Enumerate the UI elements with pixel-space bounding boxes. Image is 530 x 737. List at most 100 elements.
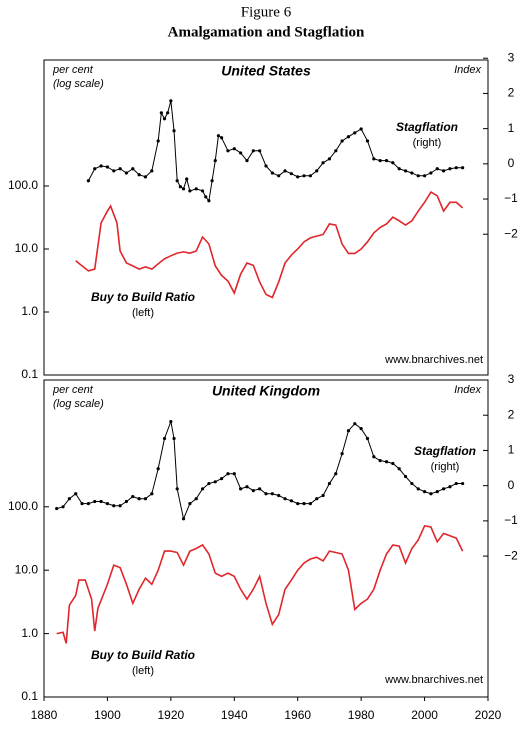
series-marker (283, 169, 287, 173)
y-tick-label: 1.0 (21, 304, 38, 318)
legend-note: (right) (431, 461, 460, 473)
series-marker (150, 492, 154, 496)
series-marker (200, 487, 205, 491)
x-tick-label: 1920 (158, 708, 185, 722)
series-marker (327, 481, 332, 486)
series-marker (296, 502, 300, 506)
series-marker (112, 169, 116, 173)
series-marker (258, 149, 262, 153)
series-marker (308, 174, 312, 178)
series-marker (185, 177, 189, 181)
plot-frame (43, 379, 489, 698)
series-marker (283, 497, 287, 501)
series-marker (175, 179, 179, 183)
y2-axis-label: Index (454, 384, 481, 396)
y2-tick-label: −1 (504, 191, 518, 205)
series-marker (384, 460, 389, 464)
series-marker (207, 481, 211, 486)
series-marker (207, 199, 211, 203)
series-marker (93, 167, 97, 171)
series-marker (359, 127, 363, 131)
x-tick-label: 1880 (31, 708, 58, 722)
series-marker (435, 167, 439, 171)
series-marker (150, 169, 154, 173)
series-marker (213, 159, 217, 163)
series-marker (143, 175, 148, 179)
series-marker (340, 452, 344, 456)
series-marker (86, 179, 90, 183)
series-marker (112, 504, 116, 508)
series-marker (270, 492, 274, 496)
series-marker (210, 179, 214, 183)
series-marker (166, 111, 170, 115)
series-marker (264, 164, 268, 168)
series-marker (448, 167, 452, 171)
figure-title: Amalgamation and Stagflation (168, 24, 365, 40)
series-marker (378, 459, 382, 463)
series-marker (226, 472, 230, 476)
y-axis-note: (log scale) (53, 78, 104, 90)
series-marker (391, 161, 395, 165)
series-marker (124, 499, 129, 504)
series-marker (397, 467, 401, 471)
y2-tick-label: 1 (508, 443, 515, 457)
series-marker (277, 174, 281, 178)
series-marker (232, 472, 236, 476)
series-marker (334, 149, 338, 153)
x-tick-label: 2020 (475, 708, 502, 722)
series-marker (137, 497, 141, 501)
y-tick-label: 100.0 (8, 178, 38, 192)
series-marker (131, 494, 135, 499)
series-marker (181, 517, 186, 521)
legend-label: Stagflation (396, 120, 458, 134)
series-marker (226, 149, 230, 153)
series-marker (397, 167, 401, 171)
series-marker (454, 481, 458, 486)
series-marker (429, 492, 433, 496)
series-marker (105, 502, 110, 506)
series-marker (372, 157, 376, 161)
legend-label: Buy to Build Ratio (91, 290, 195, 304)
series-marker (55, 506, 59, 511)
plot-frame (43, 59, 489, 376)
series-marker (118, 504, 122, 508)
legend-note: (left) (132, 307, 154, 319)
series-line (56, 419, 463, 521)
y-tick-label: 10.0 (15, 562, 39, 576)
series-marker (289, 172, 293, 176)
y2-tick-label: 0 (508, 156, 515, 170)
series-marker (461, 481, 465, 486)
series-marker (99, 499, 103, 504)
series-marker (131, 167, 135, 171)
source: www.bnarchives.net (384, 674, 483, 686)
series-marker (442, 169, 446, 173)
series-marker (365, 436, 370, 441)
y-axis-note: (log scale) (53, 398, 104, 410)
series-marker (175, 487, 179, 491)
series-marker (105, 165, 110, 169)
series-marker (124, 171, 129, 175)
series-marker (403, 169, 408, 173)
panel-title: United States (221, 63, 311, 79)
series-line (75, 191, 464, 299)
series-marker (169, 419, 173, 424)
y2-tick-label: 1 (508, 121, 515, 135)
series-marker (204, 195, 208, 199)
series-marker (220, 477, 224, 481)
y2-tick-label: 3 (508, 372, 515, 386)
series-marker (334, 472, 338, 476)
series-marker (213, 480, 217, 484)
series-marker (74, 492, 78, 496)
series-marker (67, 497, 71, 501)
series-marker (181, 187, 186, 191)
y2-tick-label: 0 (508, 478, 515, 492)
series-marker (232, 147, 236, 151)
series-marker (143, 497, 148, 501)
series-marker (416, 174, 420, 178)
y2-tick-label: 2 (508, 407, 515, 421)
series-marker (245, 485, 249, 489)
series-marker (172, 129, 176, 133)
series-marker (308, 502, 312, 506)
legend-label: Buy to Build Ratio (91, 648, 195, 662)
